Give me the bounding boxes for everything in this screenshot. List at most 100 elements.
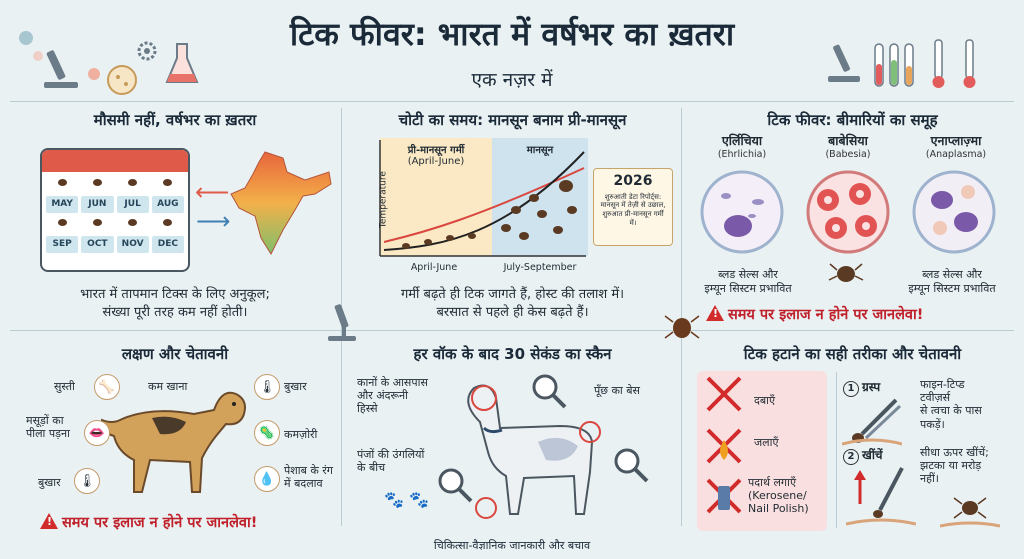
- seasonal-panel-title: मौसमी नहीं, वर्षभर का ख़तरा: [93, 111, 257, 129]
- left-effect-line2: इम्यून सिस्टम प्रभावित: [704, 281, 792, 295]
- microscope-icon: [328, 304, 356, 341]
- tick-cell: [117, 176, 149, 193]
- flask-icon: [165, 43, 199, 83]
- calendar-month: AUG: [151, 196, 184, 213]
- disease-anaplasma: एनाप्लाज़्मा (Anaplasma): [908, 132, 1004, 160]
- fever-top-label: बुखार: [284, 380, 307, 393]
- report-note: 2026 शुरुआती डेटा रिपोर्ट्स: मानसून में …: [593, 168, 673, 246]
- calendar-icon: MAY JUN JUL AUG SEP OCT NOV DEC: [40, 148, 190, 272]
- gums-label-line2: पीला पड़ना: [26, 427, 70, 441]
- tick-cell: [152, 216, 184, 233]
- symptoms-warning: समय पर इलाज न होने पर जानलेवा!: [40, 512, 340, 532]
- dont-apply-line3: Nail Polish): [748, 502, 809, 516]
- lethargy-label: सुस्ती: [54, 380, 75, 393]
- calendar-month: JUL: [116, 196, 149, 213]
- tick-cell: [46, 216, 78, 233]
- paws-label-line2: के बीच: [357, 461, 386, 475]
- seasonal-text: भारत में तापमान टिक्स के लिए अनुकूल; संख…: [20, 286, 330, 321]
- monsoon-label: मानसून: [526, 145, 554, 156]
- magnifier-icon: [532, 374, 567, 409]
- report-note-text: शुरुआती डेटा रिपोर्ट्स: मानसून में तेज़ी…: [600, 192, 666, 227]
- step-number: 2: [843, 449, 859, 465]
- weakness-icon: 🦠: [254, 420, 280, 446]
- monsoon-region: [492, 138, 588, 256]
- urine-label-line2: में बदलाव: [284, 477, 323, 491]
- science-icons-left: [19, 31, 100, 88]
- microbe-icon: [107, 65, 137, 95]
- calendar-month: NOV: [116, 236, 149, 253]
- paw-prints-icon: 🐾 🐾: [384, 490, 429, 509]
- disease-latin-name: (Babesia): [825, 149, 871, 160]
- dont-apply-label: पदार्थ लगाएँ (Kerosene/ Nail Polish): [748, 476, 809, 516]
- right-effect-line2: इम्यून सिस्टम प्रभावित: [908, 281, 996, 295]
- calendar-month: SEP: [46, 236, 79, 253]
- tick-cell: [152, 176, 184, 193]
- tweezers-icon: [842, 398, 902, 446]
- dont-press-label: दबाएँ: [754, 394, 776, 407]
- step-pull-line2: झटका या मरोड़: [920, 459, 982, 473]
- magnifier-icon: [438, 468, 473, 503]
- paws-label-line1: पंजों की उंगलियों: [357, 448, 425, 461]
- page-subtitle: एक नज़र में: [471, 69, 553, 91]
- calendar-month: DEC: [151, 236, 184, 253]
- tick-cell: [46, 176, 78, 193]
- step-pull-label: खींचें: [862, 448, 883, 462]
- page-title: टिक फीवर: भारत में वर्षभर का ख़तरा: [289, 15, 735, 53]
- diseases-panel-title: टिक फीवर: बीमारियों का समूह: [767, 111, 938, 129]
- ears-label-line3: हिस्से: [357, 402, 378, 416]
- step-grasp: 1 ग्रस्प: [843, 376, 880, 397]
- ears-label: कानों के आसपास और अंदरूनी हिस्से: [357, 376, 447, 416]
- disease-latin-name: (Ehrlichia): [717, 149, 767, 160]
- disease-name: एर्लिचिया: [721, 133, 763, 148]
- left-effect-line1: ब्लड सेल्स और: [718, 268, 778, 281]
- dont-icons: [706, 376, 742, 514]
- bone-icon: 🦴: [94, 374, 120, 400]
- disease-name: एनाप्लाज़्मा: [930, 133, 982, 148]
- blood-cell-illustrations: [700, 170, 996, 254]
- disease-ehrlichia: एर्लिचिया (Ehrlichia): [694, 132, 790, 160]
- step-pull-line3: नहीं।: [920, 472, 939, 486]
- step-grasp-label: ग्रस्प: [862, 380, 881, 394]
- right-effect-text: ब्लड सेल्स और इम्यून सिस्टम प्रभावित: [892, 268, 1012, 296]
- symptoms-panel-title: लक्षण और चेतावनी: [121, 345, 229, 363]
- dog-illustration: [100, 391, 246, 493]
- seasonal-text-line2: संख्या पूरी तरह कम नहीं होती।: [102, 304, 248, 320]
- lips-icon: 👄: [84, 420, 110, 446]
- step-grasp-text: फाइन-टिप्ड टवीज़र्स से त्वचा के पास पकड़…: [920, 378, 1016, 431]
- ears-label-line1: कानों के आसपास: [357, 376, 428, 389]
- warning-icon: [40, 513, 58, 529]
- removal-divider: [836, 372, 837, 528]
- removal-panel-title: टिक हटाने का सही तरीका और चेतावनी: [743, 345, 962, 363]
- thermometer-small-icon: 🌡: [74, 468, 100, 494]
- column-divider-right: [681, 108, 682, 526]
- appetite-label: कम खाना: [148, 380, 188, 393]
- calendar-month: JUN: [81, 196, 114, 213]
- temperature-chart: प्री-मानसून गर्मी (April-June) मानसून Te…: [366, 138, 588, 273]
- gear-icon: [137, 41, 157, 61]
- premonsoon-label-text: प्री-मानसून गर्मी: [407, 145, 465, 156]
- pull-up-illustration: [846, 467, 916, 526]
- step-grasp-line2: टवीज़र्स: [920, 391, 951, 405]
- step-grasp-line3: से त्वचा के पास: [920, 404, 982, 418]
- calendar-month: OCT: [81, 236, 114, 253]
- report-note-year: 2026: [613, 173, 653, 189]
- footer-text: चिकित्सा-वैज्ञानिक जानकारी और बचाव: [433, 539, 591, 552]
- chart-plot: [379, 140, 586, 257]
- arrow-left-icon: ⟵: [195, 178, 230, 206]
- step-number: 1: [843, 381, 859, 397]
- right-effect-line1: ब्लड सेल्स और: [922, 268, 982, 281]
- peak-text-line2: बरसात से पहले ही केस बढ़ते हैं।: [436, 304, 589, 320]
- disease-babesia: बाबेसिया (Babesia): [800, 132, 896, 160]
- seasonal-text-line1: भारत में तापमान टिक्स के लिए अनुकूल;: [80, 287, 270, 302]
- left-effect-text: ब्लड सेल्स और इम्यून सिस्टम प्रभावित: [688, 268, 808, 296]
- diseases-warning-text: समय पर इलाज न होने पर जानलेवा!: [728, 307, 924, 323]
- peak-panel-title: चोटी का समय: मानसून बनाम प्री-मानसून: [398, 111, 627, 129]
- step-pull-text: सीधा ऊपर खींचें; झटका या मरोड़ नहीं।: [920, 446, 1020, 486]
- tick-cell: [81, 216, 113, 233]
- tail-label: पूँछ का बेस: [594, 384, 640, 397]
- dont-apply-line1: पदार्थ लगाएँ: [748, 476, 797, 489]
- weakness-label: कमज़ोरी: [284, 428, 318, 441]
- india-map-icon: [230, 151, 332, 256]
- step-grasp-line4: पकड़ें।: [920, 417, 945, 431]
- lab-icons-right: [828, 39, 976, 88]
